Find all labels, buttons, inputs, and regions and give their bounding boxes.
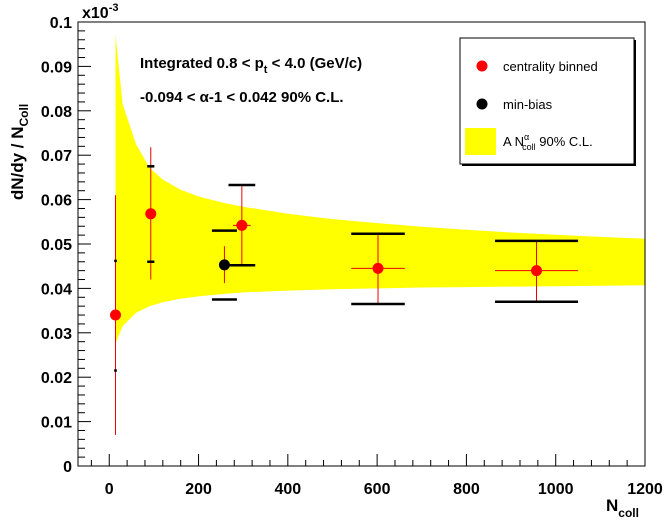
x-axis-title: Ncoll (606, 496, 639, 520)
y-axis-title: dN/dy / NColl (8, 104, 31, 200)
legend-marker-centrality (476, 60, 488, 72)
y-tick-label: 0.09 (41, 59, 72, 76)
centrality-point (236, 219, 248, 231)
y-multiplier: x10-3 (82, 2, 118, 22)
y-tick-label: 0.04 (41, 281, 72, 298)
error-band-layer (115, 35, 645, 344)
y-tick-label: 0.1 (50, 15, 72, 32)
y-axis: 0 0.01 0.02 0.03 0.04 0.05 0.06 0.07 0.08 0.09 0.1 (41, 15, 91, 476)
y-tick-label: 0.02 (41, 370, 72, 387)
y-tick-label: 0.03 (41, 326, 72, 343)
y-tick-label: 0.06 (41, 193, 72, 210)
y-tick-label: 0.05 (41, 237, 72, 254)
annotation-line-2: -0.094 < α-1 < 0.042 90% C.L. (140, 89, 344, 106)
sys-error-layer (114, 165, 579, 372)
x-tick-label: 1200 (627, 481, 663, 498)
centrality-point (145, 208, 157, 220)
centrality-point (110, 309, 122, 321)
legend-swatch-band (465, 128, 496, 155)
legend: centrality binned min-bias A Nα coll 90% … (459, 37, 636, 166)
x-axis: 0 200 400 600 800 1000 1200 (90, 454, 663, 498)
x-tick-label: 1000 (538, 481, 574, 498)
x-tick-label: 400 (274, 481, 301, 498)
legend-box-shadow-bottom (462, 164, 636, 166)
y-tick-label: 0.01 (41, 415, 72, 432)
legend-label-band: A Nα coll 90% C.L. (503, 132, 593, 152)
y-tick-label: 0.08 (41, 104, 72, 121)
x-tick-label: 0 (105, 481, 114, 498)
legend-box-shadow-right (634, 40, 636, 166)
y-tick-label: 0.07 (41, 148, 72, 165)
x-tick-label: 200 (185, 481, 212, 498)
marker-layer (110, 208, 543, 321)
legend-label-minbias: min-bias (503, 97, 553, 112)
centrality-point (531, 265, 543, 277)
x-tick-label: 800 (453, 481, 480, 498)
y-tick-label: 0 (63, 459, 72, 476)
minbias-point (218, 259, 230, 271)
centrality-point (372, 262, 384, 274)
legend-label-centrality: centrality binned (503, 59, 598, 74)
legend-marker-minbias (476, 98, 488, 110)
confidence-band (115, 35, 645, 344)
annotation-line-1: Integrated 0.8 < pt < 4.0 (GeV/c) (140, 55, 362, 76)
x-tick-label: 600 (364, 481, 391, 498)
